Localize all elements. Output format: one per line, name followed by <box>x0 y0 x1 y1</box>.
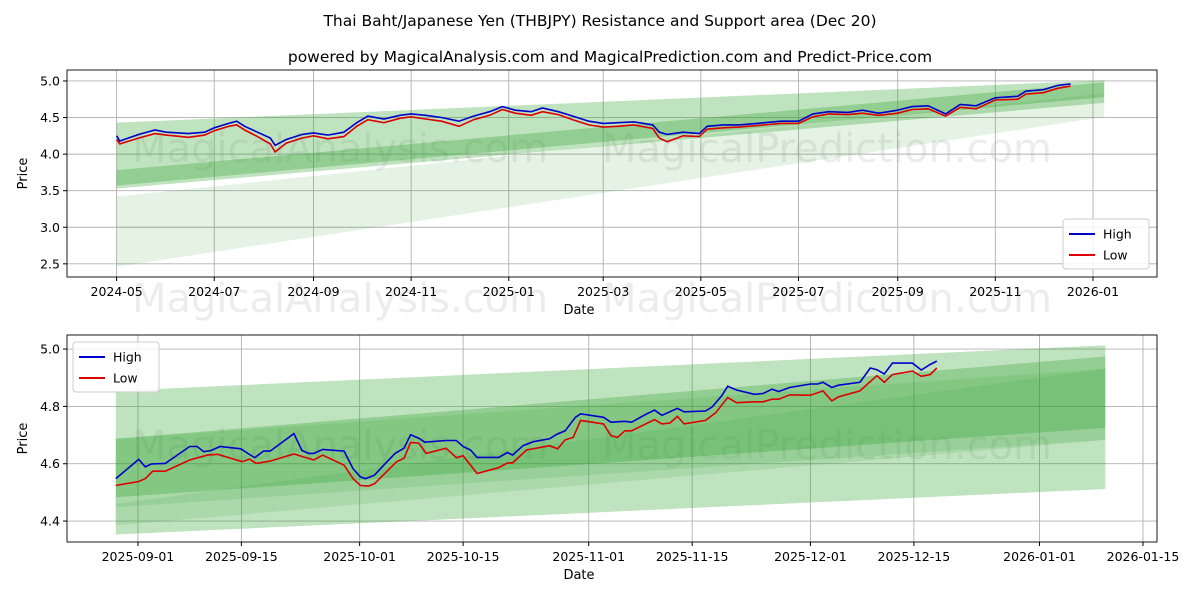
legend-box <box>1062 218 1150 270</box>
watermark-prediction: MagicalPrediction.com <box>602 423 1052 469</box>
legend-label-high: High <box>1103 227 1132 242</box>
x-tick-label: 2025-10-01 <box>323 549 396 564</box>
y-tick-label: 4.4 <box>40 514 60 529</box>
y-tick-label: 2.5 <box>40 256 60 271</box>
x-axis-label: Date <box>563 303 594 318</box>
legend-label-high: High <box>113 350 142 365</box>
x-tick-label: 2025-10-15 <box>427 549 500 564</box>
overview-panel: MagicalAnalysis.com MagicalPrediction.com… <box>16 69 1158 322</box>
watermark-prediction: MagicalPrediction.com <box>602 276 1052 322</box>
support-resistance-band <box>116 80 1105 189</box>
x-tick-label: 2024-05 <box>91 284 143 299</box>
x-tick-label: 2025-11-15 <box>656 549 729 564</box>
support-resistance-band <box>115 345 1106 535</box>
y-tick-label: 3.5 <box>40 183 60 198</box>
support-resistance-band <box>116 93 1105 267</box>
legend-label-low: Low <box>113 371 138 386</box>
y-tick-label: 5.0 <box>40 73 60 88</box>
y-tick-label: 4.0 <box>40 147 60 162</box>
legend-box <box>72 341 160 393</box>
x-tick-label: 2024-07 <box>188 284 240 299</box>
x-tick-label: 2025-11 <box>969 284 1021 299</box>
axes-frame <box>66 334 1158 543</box>
x-tick-label: 2026-01 <box>1067 284 1119 299</box>
y-tick-label: 3.0 <box>40 220 60 235</box>
support-resistance-band <box>115 368 1106 508</box>
x-tick-label: 2026-01-01 <box>1003 549 1076 564</box>
series-line-low <box>115 85 1071 154</box>
legend: High Low <box>1062 218 1150 270</box>
watermark-analysis: MagicalAnalysis.com <box>132 276 548 322</box>
series-line-high <box>115 360 938 480</box>
y-tick-label: 4.8 <box>40 399 60 414</box>
x-tick-label: 2024-11 <box>385 284 437 299</box>
x-tick-label: 2025-11-01 <box>552 549 625 564</box>
x-tick-label: 2025-03 <box>577 284 629 299</box>
y-axis-label: Price <box>16 423 31 455</box>
legend-label-low: Low <box>1103 248 1128 263</box>
axes-frame <box>66 69 1158 278</box>
x-tick-label: 2025-01 <box>483 284 535 299</box>
chart-subtitle: powered by MagicalAnalysis.com and Magic… <box>288 48 932 66</box>
x-tick-label: 2025-09-15 <box>205 549 278 564</box>
support-resistance-band <box>116 82 1105 186</box>
y-axis-label: Price <box>16 158 31 190</box>
x-tick-label: 2025-07 <box>772 284 824 299</box>
y-tick-label: 4.5 <box>40 110 60 125</box>
x-tick-label: 2025-12-15 <box>878 549 951 564</box>
x-tick-label: 2024-09 <box>287 284 339 299</box>
series-line-low <box>115 367 938 487</box>
watermark-analysis: MagicalAnalysis.com <box>132 423 548 469</box>
x-tick-label: 2025-12-01 <box>774 549 847 564</box>
chart-title: Thai Baht/Japanese Yen (THBJPY) Resistan… <box>322 12 876 30</box>
x-tick-label: 2025-05 <box>675 284 727 299</box>
legend: High Low <box>72 341 160 393</box>
y-tick-label: 4.6 <box>40 456 60 471</box>
x-tick-label: 2025-09-01 <box>102 549 175 564</box>
zoomed-panel: MagicalAnalysis.com MagicalPrediction.com… <box>16 334 1180 583</box>
x-axis-label: Date <box>563 568 594 583</box>
x-tick-label: 2025-09 <box>872 284 924 299</box>
x-tick-label: 2026-01-15 <box>1107 549 1180 564</box>
series-line-high <box>115 83 1071 147</box>
y-tick-label: 5.0 <box>40 342 60 357</box>
